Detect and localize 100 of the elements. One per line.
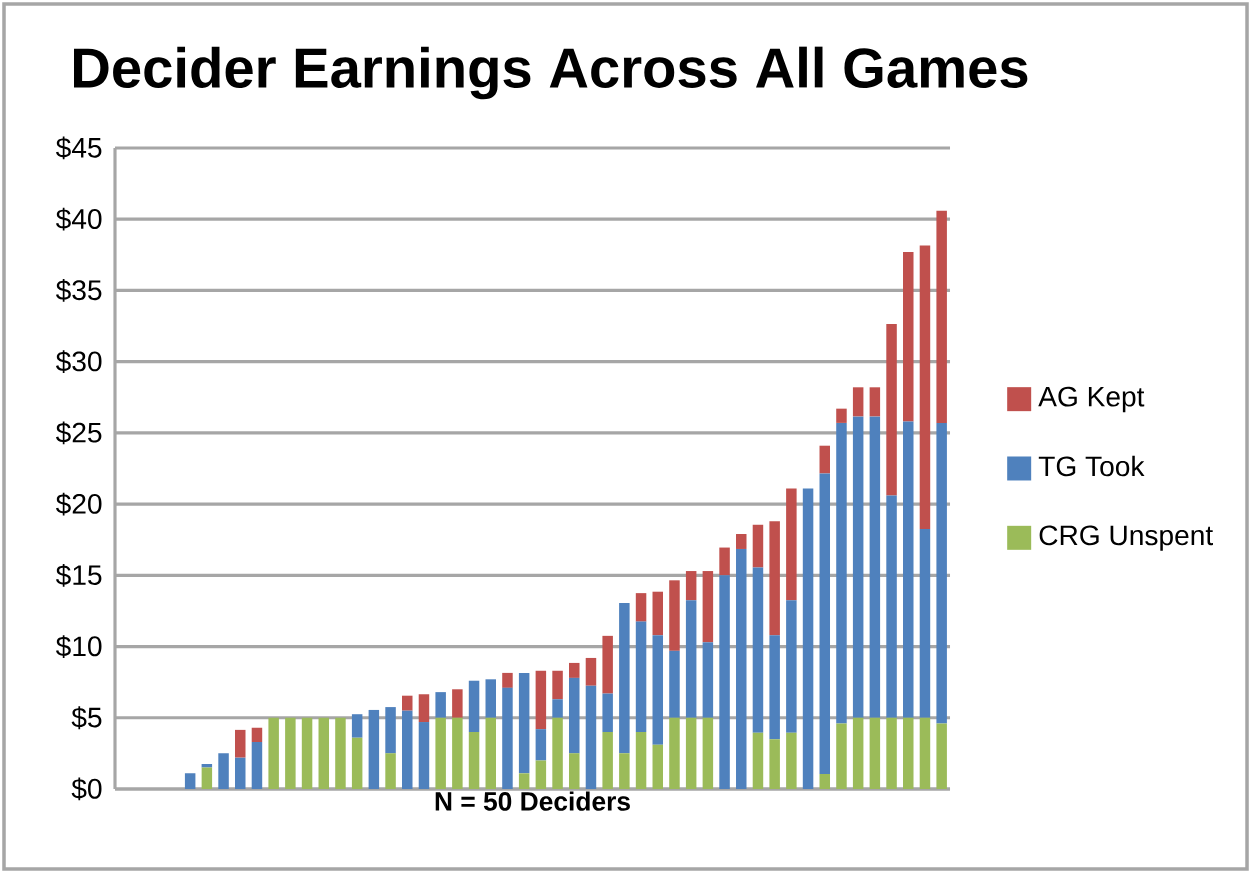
- bar: [602, 732, 613, 789]
- bar: [685, 571, 697, 601]
- bar: [251, 727, 263, 742]
- bar: [402, 695, 413, 711]
- bar: [268, 717, 279, 789]
- bar: [569, 753, 580, 789]
- bar: [669, 580, 680, 651]
- legend-label: TG Took: [1038, 455, 1145, 477]
- bar: [819, 774, 831, 789]
- bar: [836, 723, 847, 789]
- bar: [752, 732, 764, 789]
- bar: [903, 251, 914, 422]
- y-tick-label: $15: [55, 563, 102, 587]
- bar: [736, 534, 747, 549]
- bar: [886, 323, 897, 496]
- y-tick-label: $45: [55, 136, 102, 160]
- bar: [919, 717, 931, 789]
- bar: [418, 722, 430, 789]
- bar: [368, 709, 380, 789]
- bar: [351, 714, 363, 738]
- bar: [619, 753, 630, 789]
- y-tick-label: $40: [55, 207, 102, 231]
- y-tick-label: $0: [71, 777, 102, 801]
- x-axis-title: N = 50 Deciders: [435, 791, 630, 811]
- bar: [869, 416, 881, 718]
- bar: [535, 729, 547, 761]
- bar: [836, 422, 847, 724]
- bar: [652, 744, 664, 789]
- bar: [635, 732, 647, 789]
- bar: [752, 524, 764, 568]
- bar: [402, 710, 413, 789]
- bar: [869, 717, 881, 789]
- chart-title: Decider Earnings Across All Games: [74, 46, 1028, 100]
- bar: [602, 693, 613, 733]
- bar: [201, 767, 213, 789]
- bar: [903, 421, 914, 718]
- bar: [201, 764, 213, 768]
- bar: [786, 600, 797, 733]
- bar: [351, 737, 363, 789]
- bar: [886, 495, 897, 718]
- bar: [669, 717, 680, 789]
- bar: [769, 739, 780, 789]
- bar: [936, 422, 947, 724]
- bar: [585, 657, 597, 686]
- bar: [452, 717, 463, 789]
- bar: [635, 621, 647, 733]
- bar: [769, 635, 780, 740]
- bar: [452, 689, 463, 718]
- y-tick-label: $10: [55, 635, 102, 658]
- bar: [318, 717, 330, 789]
- bar: [218, 753, 229, 789]
- bar: [435, 692, 446, 718]
- bar: [819, 473, 831, 775]
- bar: [184, 773, 196, 789]
- bar: [235, 757, 246, 789]
- bar: [786, 732, 797, 789]
- bar: [936, 210, 947, 423]
- bar: [385, 707, 396, 754]
- bar: [602, 635, 613, 694]
- bar: [569, 662, 580, 678]
- bar: [852, 416, 864, 718]
- bar: [552, 699, 563, 718]
- bar: [769, 521, 780, 636]
- bar: [685, 717, 697, 789]
- bar: [502, 687, 513, 789]
- bar: [518, 773, 530, 789]
- bar: [886, 717, 897, 789]
- y-tick-label: $25: [55, 421, 102, 445]
- bar: [235, 729, 246, 758]
- bar: [669, 650, 680, 718]
- legend-label: CRG Unspent: [1039, 525, 1213, 551]
- bar: [569, 677, 580, 754]
- bar: [468, 680, 480, 733]
- bar: [702, 642, 714, 718]
- bar: [535, 670, 547, 730]
- bar: [819, 445, 831, 474]
- bar: [719, 575, 730, 789]
- bar: [702, 717, 714, 789]
- y-tick-label: $35: [55, 279, 102, 302]
- bar: [635, 593, 647, 622]
- bar: [719, 547, 730, 576]
- bar: [852, 387, 864, 417]
- bar: [502, 672, 513, 688]
- bar: [652, 635, 664, 745]
- bar: [251, 741, 263, 789]
- bar: [285, 717, 296, 789]
- bar: [485, 679, 496, 718]
- bar: [468, 732, 480, 789]
- bar: [652, 591, 664, 636]
- bar: [852, 717, 864, 789]
- y-tick-label: $5: [71, 706, 102, 730]
- bar: [418, 694, 430, 723]
- bar: [836, 408, 847, 423]
- bar: [752, 567, 764, 733]
- bar: [435, 717, 446, 789]
- bar: [685, 600, 697, 718]
- y-tick-label: $20: [55, 492, 102, 516]
- bar: [385, 753, 396, 789]
- legend-label: AG Kept: [1038, 386, 1145, 413]
- bar: [919, 245, 931, 530]
